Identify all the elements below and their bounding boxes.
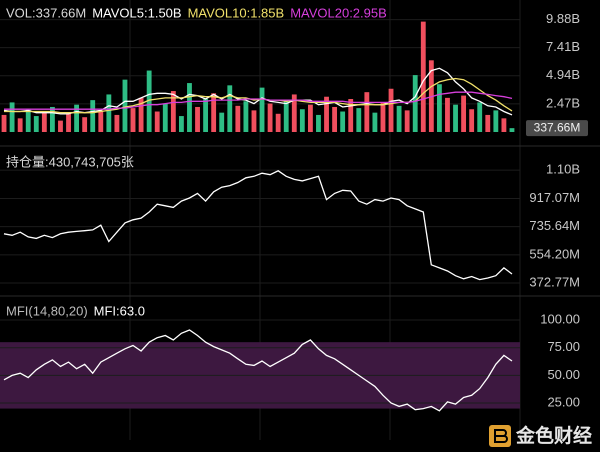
legend-label: MFI:63.0 [94,303,145,318]
volume-bar [122,79,128,132]
volume-bar [267,103,273,132]
volume-bar [485,114,491,132]
legend-label: MAVOL10:1.85B [188,5,285,20]
volume-bar [340,111,346,132]
volume-bar [275,113,281,132]
volume-bar [380,102,386,132]
line-series [4,91,513,110]
line-series [3,170,513,281]
volume-bar [420,21,426,132]
y-tick-label: 735.64M [529,218,580,233]
current-value-box [526,120,588,137]
volume-bar [1,114,7,132]
watermark: 金色财经 [515,424,592,447]
volume-bar [98,110,104,132]
volume-bar [41,111,47,132]
volume-bar [154,111,160,132]
volume-bar [283,100,289,132]
volume-bar [58,120,63,132]
volume-bar [259,87,265,132]
y-tick-label: 2.47B [546,95,580,110]
volume-bar [49,106,55,132]
current-value-label: 337.66M [534,120,581,134]
volume-bar [203,99,209,132]
volume-bar [106,94,112,132]
y-tick-label: 372.77M [529,274,580,289]
volume-bar [509,128,515,132]
volume-bar [251,110,257,132]
y-tick-label: 7.41B [546,39,580,54]
y-tick-label: 50.00 [547,367,580,382]
volume-bar [187,83,192,132]
y-tick-label: 554.20M [529,246,580,261]
legend-label: VOL:337.66M [6,5,86,20]
volume-bar [461,95,467,132]
y-tick-label: 1.10B [546,162,580,177]
y-tick-label: 4.94B [546,67,580,82]
volume-bar [332,106,338,132]
volume-bar [307,104,313,132]
volume-bar [114,114,120,132]
legend-label: 持仓量:430,743,705张 [6,154,134,169]
y-tick-label: 75.00 [547,339,580,354]
volume-bar [138,97,144,132]
legend-label: MAVOL20:2.95B [290,5,387,20]
volume-bar [90,100,96,132]
volume-bar [453,104,458,132]
volume-bar [469,109,475,132]
volume-bar [178,116,184,132]
volume-bar [243,101,249,132]
volume-bar [146,70,152,132]
y-tick-label: 917.07M [529,190,580,205]
volume-bar [170,91,176,132]
volume-bar [436,84,442,132]
volume-bar [33,116,39,132]
volume-bar [130,108,136,132]
volume-bar [82,117,88,132]
volume-bar [364,92,370,132]
volume-bar [74,104,80,132]
volume-bar [372,112,378,132]
volume-bar [324,96,329,132]
volume-bar [388,88,394,132]
volume-bar [162,103,168,132]
volume-bar [235,105,241,132]
volume-bar [501,118,507,132]
volume-bar [412,75,418,132]
volume-bar [299,109,305,132]
logo: 金色财经 [489,424,592,447]
y-tick-label: 100.00 [540,311,580,326]
volume-bar [477,102,483,132]
volume-bar [291,94,297,132]
volume-bar [17,118,23,132]
logo-mark [494,429,508,443]
volume-bar [316,114,321,132]
volume-bar [9,102,15,132]
volume-bar [445,97,450,132]
volume-bar [219,112,225,132]
y-tick-label: 25.00 [547,394,580,409]
volume-bar [195,106,200,132]
volume-bar [66,113,71,132]
y-tick-label: 9.88B [546,11,580,26]
volume-bar [25,109,31,132]
volume-bar [356,108,362,132]
volume-bar [227,85,233,132]
volume-bar [493,110,499,132]
volume-bar [348,99,354,132]
volume-bar [211,93,217,132]
volume-bar [404,110,410,132]
legend-label: MAVOL5:1.50B [92,5,181,20]
line-series [3,329,513,412]
volume-bar [396,105,402,132]
legend-label: MFI(14,80,20) [6,303,88,318]
